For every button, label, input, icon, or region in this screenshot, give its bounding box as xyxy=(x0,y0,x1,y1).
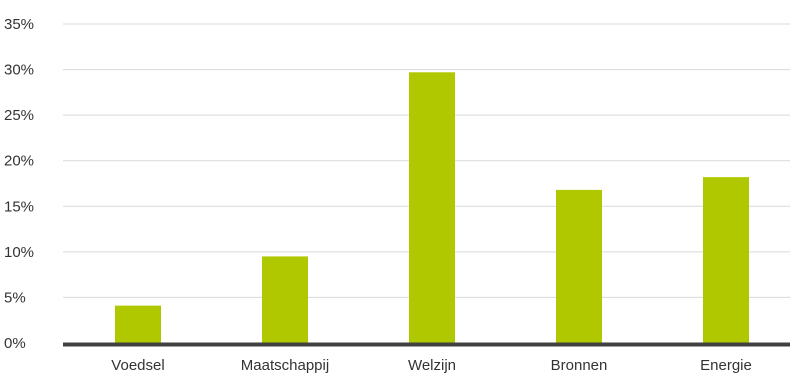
y-axis-tick-labels: 0% 5% 10% 15% 20% 25% 30% 35% xyxy=(4,16,34,352)
bar-bronnen xyxy=(556,189,602,343)
x-category-label: Energie xyxy=(700,357,752,374)
bar-maatschappij xyxy=(262,256,308,343)
bar-voedsel xyxy=(115,305,161,343)
x-axis-category-labels: Voedsel Maatschappij Welzijn Bronnen Energie xyxy=(111,357,752,374)
x-category-label: Welzijn xyxy=(408,357,456,374)
y-tick-label: 0% xyxy=(4,335,26,352)
y-tick-label: 10% xyxy=(4,244,34,261)
x-category-label: Maatschappij xyxy=(241,357,329,374)
y-tick-label: 25% xyxy=(4,107,34,124)
y-tick-label: 35% xyxy=(4,16,34,33)
y-tick-label: 20% xyxy=(4,153,34,170)
bar-welzijn xyxy=(409,72,455,343)
y-tick-label: 5% xyxy=(4,289,26,306)
bar-energie xyxy=(703,177,749,343)
x-category-label: Voedsel xyxy=(111,357,164,374)
y-tick-label: 15% xyxy=(4,198,34,215)
bars xyxy=(115,72,749,343)
y-tick-label: 30% xyxy=(4,62,34,79)
x-category-label: Bronnen xyxy=(551,357,608,374)
